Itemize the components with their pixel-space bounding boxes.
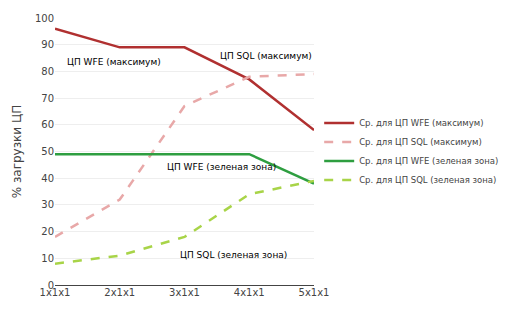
svg-text:30: 30 bbox=[41, 199, 54, 210]
svg-text:Ср. для ЦП SQL (зеленая зона): Ср. для ЦП SQL (зеленая зона) bbox=[359, 175, 496, 185]
svg-text:50: 50 bbox=[41, 146, 54, 157]
svg-text:20: 20 bbox=[41, 226, 54, 237]
svg-text:90: 90 bbox=[41, 39, 54, 50]
svg-text:10: 10 bbox=[41, 253, 54, 264]
svg-text:5x1x1: 5x1x1 bbox=[299, 287, 330, 298]
svg-text:ЦП SQL (зеленая зона): ЦП SQL (зеленая зона) bbox=[180, 250, 287, 260]
svg-text:80: 80 bbox=[41, 66, 54, 77]
svg-text:0: 0 bbox=[48, 280, 54, 291]
svg-text:40: 40 bbox=[41, 173, 54, 184]
svg-text:2x1x1: 2x1x1 bbox=[104, 287, 135, 298]
svg-text:Ср. для ЦП WFE (зеленая зона): Ср. для ЦП WFE (зеленая зона) bbox=[359, 156, 498, 166]
svg-text:Ср. для ЦП SQL (максимум): Ср. для ЦП SQL (максимум) bbox=[359, 137, 482, 147]
svg-text:ЦП SQL (максимум): ЦП SQL (максимум) bbox=[220, 51, 312, 61]
svg-text:100: 100 bbox=[35, 13, 54, 24]
svg-text:3x1x1: 3x1x1 bbox=[169, 287, 200, 298]
svg-text:% загрузки ЦП: % загрузки ЦП bbox=[10, 105, 24, 199]
svg-text:ЦП WFE (зеленая зона): ЦП WFE (зеленая зона) bbox=[167, 162, 276, 172]
svg-text:4x1x1: 4x1x1 bbox=[234, 287, 265, 298]
svg-text:ЦП WFE (максимум): ЦП WFE (максимум) bbox=[67, 57, 161, 67]
svg-text:70: 70 bbox=[41, 93, 54, 104]
svg-text:1x1x1: 1x1x1 bbox=[40, 287, 71, 298]
svg-text:Ср. для ЦП WFE (максимум): Ср. для ЦП WFE (максимум) bbox=[359, 118, 483, 128]
svg-text:60: 60 bbox=[41, 119, 54, 130]
